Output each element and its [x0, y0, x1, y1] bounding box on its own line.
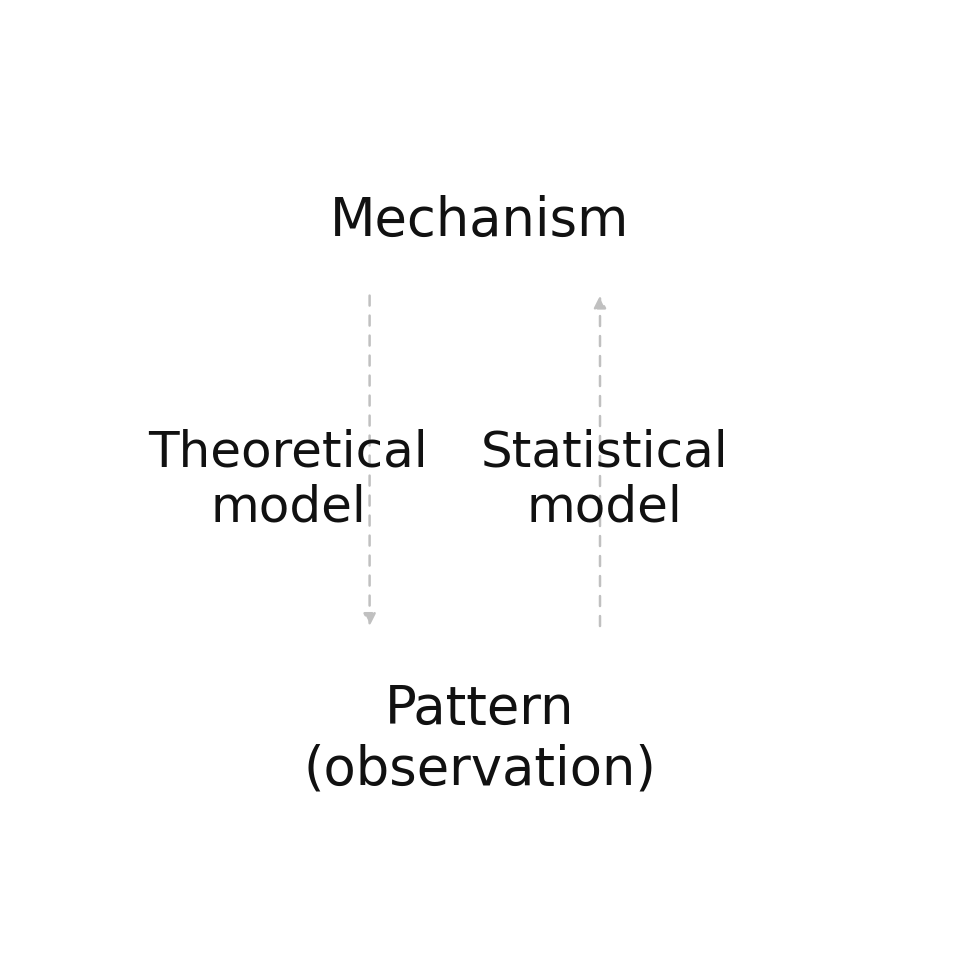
Text: Pattern
(observation): Pattern (observation) — [303, 684, 657, 795]
Text: Statistical
model: Statistical model — [481, 428, 729, 532]
Text: Theoretical
model: Theoretical model — [148, 428, 428, 532]
Text: Mechanism: Mechanism — [330, 195, 630, 247]
